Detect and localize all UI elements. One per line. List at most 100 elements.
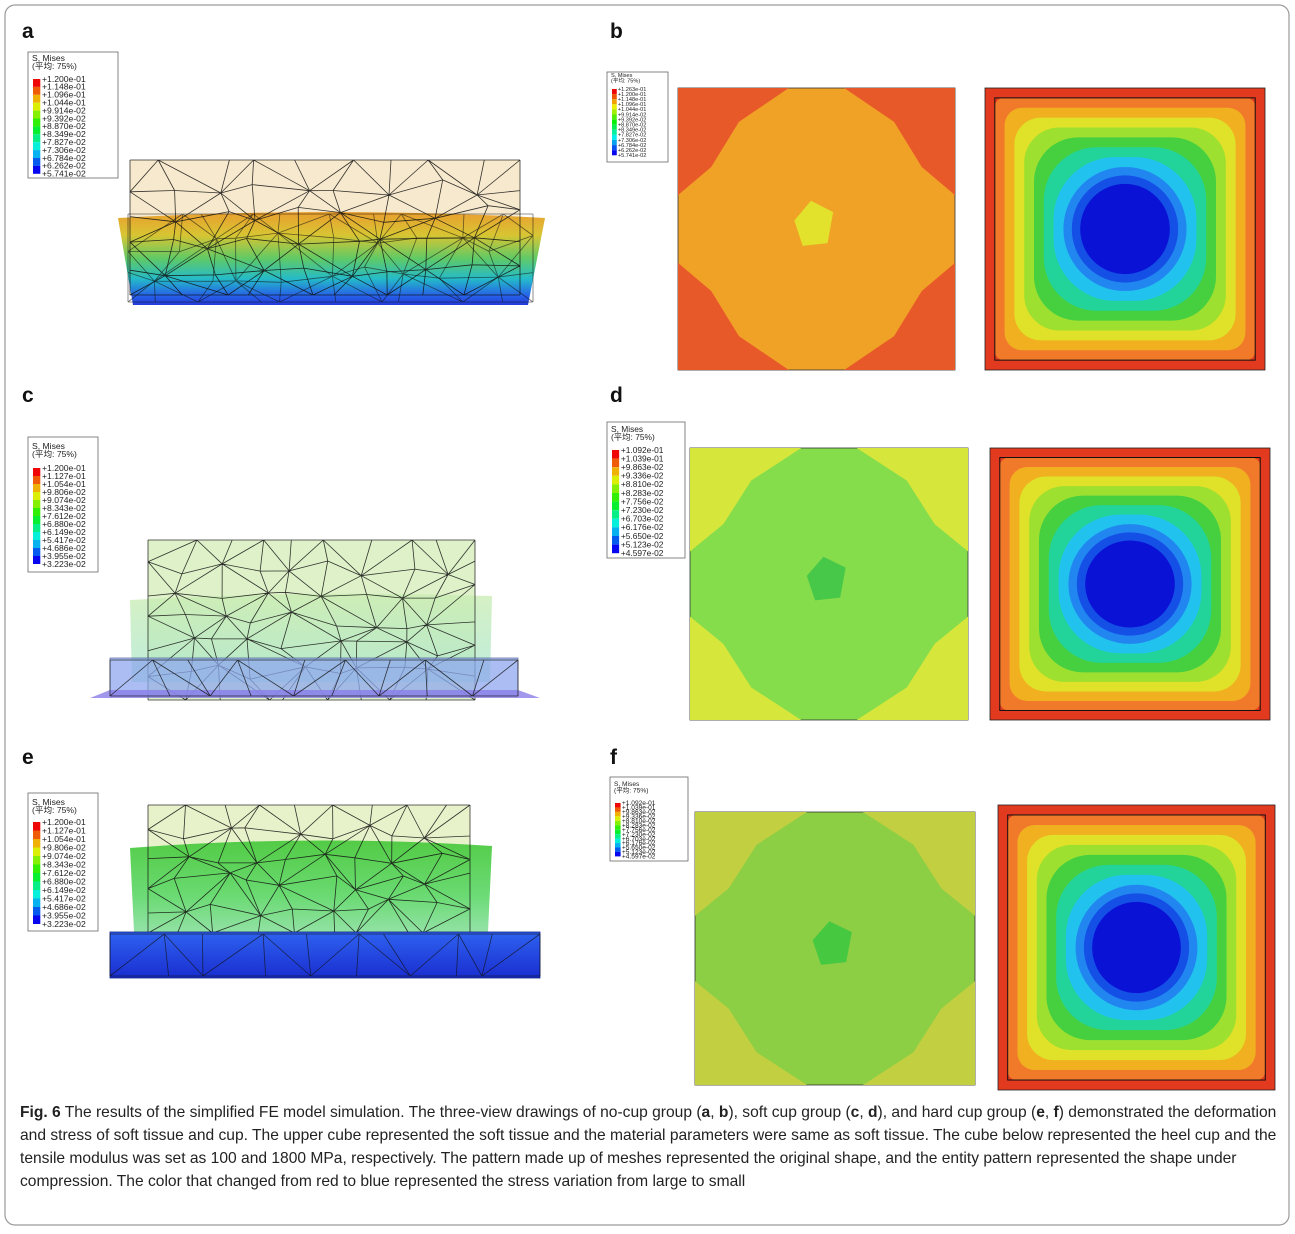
legend-swatch <box>33 548 40 556</box>
legend-swatch <box>615 839 621 843</box>
caption-text: , <box>859 1104 868 1121</box>
panel-label: f <box>610 746 618 769</box>
legend-swatch <box>615 830 621 834</box>
legend-swatch <box>33 882 40 891</box>
legend-swatch <box>612 130 617 135</box>
legend-swatch <box>33 907 40 916</box>
legend-swatch <box>612 519 619 528</box>
legend-swatch <box>612 140 617 145</box>
legend-swatch <box>615 812 621 816</box>
legend-swatch <box>33 468 40 476</box>
legend-swatch <box>33 142 40 150</box>
panel-label: d <box>610 384 623 407</box>
legend-swatch <box>612 510 619 519</box>
legend-swatch <box>33 500 40 508</box>
legend-swatch <box>615 843 621 847</box>
legend-swatch <box>33 79 40 87</box>
legend-swatch <box>33 532 40 540</box>
cup <box>110 932 540 978</box>
legend-swatch <box>33 848 40 857</box>
legend-subtitle: (平均: 75%) <box>614 785 648 794</box>
legend-swatch <box>33 150 40 158</box>
legend-swatch <box>612 527 619 536</box>
legend-swatch <box>612 459 619 468</box>
legend-swatch <box>612 104 617 109</box>
legend-swatch <box>33 158 40 166</box>
cup-flange <box>90 690 540 698</box>
legend-swatch <box>615 821 621 825</box>
legend-swatch <box>612 115 617 120</box>
legend-swatch <box>33 516 40 524</box>
legend-swatch <box>615 816 621 820</box>
caption-bold: d <box>868 1104 878 1121</box>
legend-swatch <box>33 873 40 882</box>
caption-text: ), soft cup group ( <box>728 1104 850 1121</box>
legend-value: +5.741e-02 <box>42 169 86 179</box>
legend-swatch <box>615 825 621 829</box>
legend-swatch <box>612 450 619 459</box>
stress-band <box>1092 902 1181 993</box>
legend-swatch <box>33 831 40 840</box>
legend-subtitle: (平均: 75%) <box>32 804 77 815</box>
legend-swatch <box>615 803 621 807</box>
legend-swatch <box>612 484 619 493</box>
legend-swatch <box>33 95 40 103</box>
legend-swatch <box>615 834 621 838</box>
legend-swatch <box>612 120 617 125</box>
legend-swatch <box>612 109 617 114</box>
legend-swatch <box>33 103 40 111</box>
legend-swatch <box>33 87 40 95</box>
legend-swatch <box>612 135 617 140</box>
panel-label: c <box>22 384 34 407</box>
legend-swatch <box>33 890 40 899</box>
legend-value: +5.741e-02 <box>618 153 646 159</box>
legend-swatch <box>612 502 619 511</box>
caption: Fig. 6 The results of the simplified FE … <box>20 1101 1278 1193</box>
legend-subtitle: (平均: 75%) <box>611 76 640 84</box>
legend-value: +4.597e-02 <box>622 854 656 861</box>
legend-swatch <box>33 492 40 500</box>
figure-art: aS, Mises(平均: 75%)+1.200e-01+1.148e-01+1… <box>0 0 1295 1234</box>
legend-swatch <box>33 556 40 564</box>
caption-text: , <box>1045 1104 1054 1121</box>
legend-swatch <box>33 916 40 925</box>
legend-swatch <box>612 545 619 554</box>
caption-bold: e <box>1036 1104 1045 1121</box>
stress-band <box>1085 540 1175 627</box>
legend-swatch <box>612 94 617 99</box>
legend-swatch <box>33 476 40 484</box>
legend-value: +4.597e-02 <box>621 548 664 558</box>
legend-value: +3.223e-02 <box>42 919 86 929</box>
figure: aS, Mises(平均: 75%)+1.200e-01+1.148e-01+1… <box>0 0 1295 1234</box>
legend-swatch <box>612 99 617 104</box>
legend-swatch <box>33 126 40 134</box>
legend-subtitle: (平均: 75%) <box>32 448 77 459</box>
panel-label: a <box>22 20 34 43</box>
legend-swatch <box>33 899 40 908</box>
legend-swatch <box>615 848 621 852</box>
legend-swatch <box>615 852 621 856</box>
legend-swatch <box>33 508 40 516</box>
stress-band <box>1080 184 1170 274</box>
caption-text: , <box>710 1104 719 1121</box>
legend-swatch <box>33 166 40 174</box>
legend-swatch <box>33 540 40 548</box>
legend-swatch <box>33 865 40 874</box>
legend-swatch <box>612 89 617 94</box>
legend-swatch <box>33 856 40 865</box>
caption-bold: b <box>719 1104 729 1121</box>
legend-swatch <box>612 536 619 545</box>
legend-swatch <box>612 145 617 150</box>
legend-subtitle: (平均: 75%) <box>32 60 77 71</box>
legend-value: +3.223e-02 <box>42 559 86 569</box>
legend-swatch <box>612 125 617 130</box>
panel-label: b <box>610 20 623 43</box>
caption-text: ), and hard cup group ( <box>878 1104 1037 1121</box>
legend-swatch <box>612 493 619 502</box>
legend-swatch <box>33 524 40 532</box>
legend-swatch <box>612 467 619 476</box>
legend-swatch <box>33 822 40 831</box>
legend-swatch <box>33 839 40 848</box>
legend-swatch <box>33 119 40 127</box>
caption-bold: a <box>702 1104 711 1121</box>
